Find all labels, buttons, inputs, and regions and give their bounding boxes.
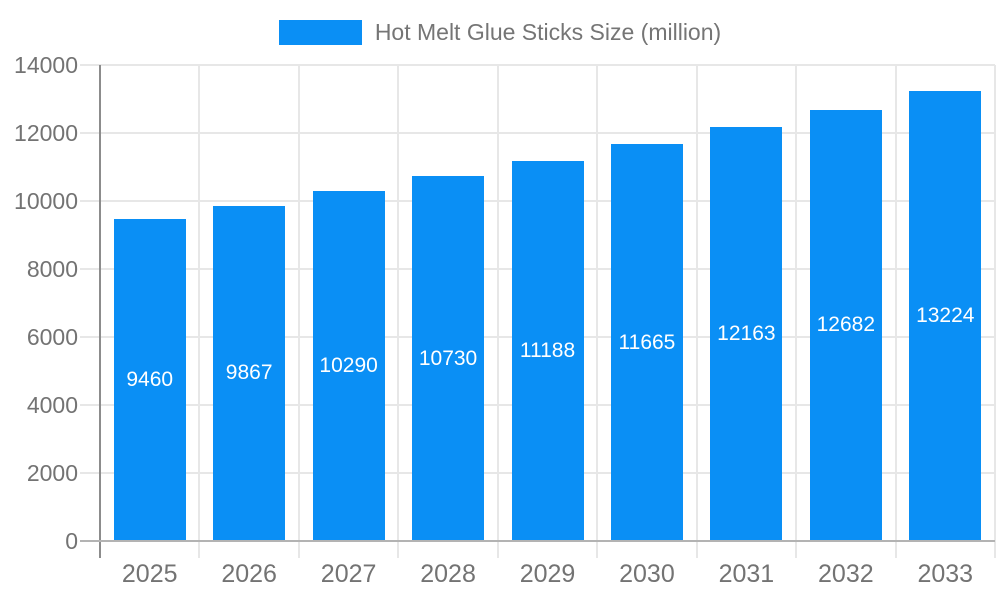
x-axis-tick-label: 2025 xyxy=(121,560,178,588)
x-axis-tick-label: 2029 xyxy=(519,560,576,588)
gridline-vertical xyxy=(994,65,996,558)
y-axis-tick-label: 14000 xyxy=(14,52,78,78)
x-axis-line xyxy=(80,540,995,542)
bar-value-label: 12682 xyxy=(816,313,876,337)
bar xyxy=(909,91,982,541)
bar xyxy=(610,144,683,541)
bar-value-label: 9867 xyxy=(225,361,273,385)
y-axis-tick-label: 10000 xyxy=(14,188,78,214)
bar xyxy=(213,205,286,541)
bar xyxy=(710,127,783,541)
y-axis-tick-label: 0 xyxy=(65,528,78,554)
bar-value-label: 10730 xyxy=(418,346,478,370)
legend[interactable]: Hot Melt Glue Sticks Size (million) xyxy=(0,19,1000,46)
gridline-vertical xyxy=(397,65,400,558)
bar-value-label: 13224 xyxy=(916,304,975,328)
bar xyxy=(412,176,485,541)
x-axis-tick-label: 2028 xyxy=(420,560,476,588)
bar-value-label: 9460 xyxy=(126,368,174,392)
x-axis-tick-label: 2031 xyxy=(718,560,775,588)
y-axis-tick-label: 8000 xyxy=(26,256,78,282)
y-axis-tick-label: 4000 xyxy=(26,392,78,418)
gridline-vertical xyxy=(894,65,897,558)
bar-value-label: 12163 xyxy=(717,322,776,346)
x-axis-tick-label: 2033 xyxy=(917,560,974,588)
gridline-horizontal xyxy=(80,132,995,134)
gridline-vertical xyxy=(596,65,599,558)
legend-swatch-icon xyxy=(278,20,362,45)
bar-value-label: 11188 xyxy=(519,338,576,362)
gridline-vertical xyxy=(496,65,499,558)
bar xyxy=(511,160,584,541)
x-axis-tick-label: 2032 xyxy=(818,560,874,588)
bar xyxy=(312,191,385,541)
y-axis-line xyxy=(99,65,101,558)
legend-label: Hot Melt Glue Sticks Size (million) xyxy=(374,19,722,45)
x-axis-tick-label: 2027 xyxy=(320,560,377,588)
x-axis-tick-label: 2026 xyxy=(221,560,277,588)
y-axis-tick-label: 2000 xyxy=(26,460,78,486)
plot-area: 0 2000 4000 6000 8000 10000 12000 14000 9460 2025… xyxy=(14,52,996,588)
y-axis-tick-label: 6000 xyxy=(26,324,78,350)
bar-value-label: 10290 xyxy=(319,354,378,378)
x-axis-tick-label: 2030 xyxy=(619,560,675,588)
gridline-vertical xyxy=(297,65,300,558)
gridline-vertical xyxy=(198,65,201,558)
bar xyxy=(809,109,882,541)
bar xyxy=(113,219,186,541)
gridline-vertical xyxy=(695,65,698,558)
gridline-vertical xyxy=(795,65,798,558)
y-axis-tick-label: 12000 xyxy=(14,120,78,146)
gridline-horizontal xyxy=(80,64,995,66)
bar-value-label: 11665 xyxy=(618,330,676,354)
